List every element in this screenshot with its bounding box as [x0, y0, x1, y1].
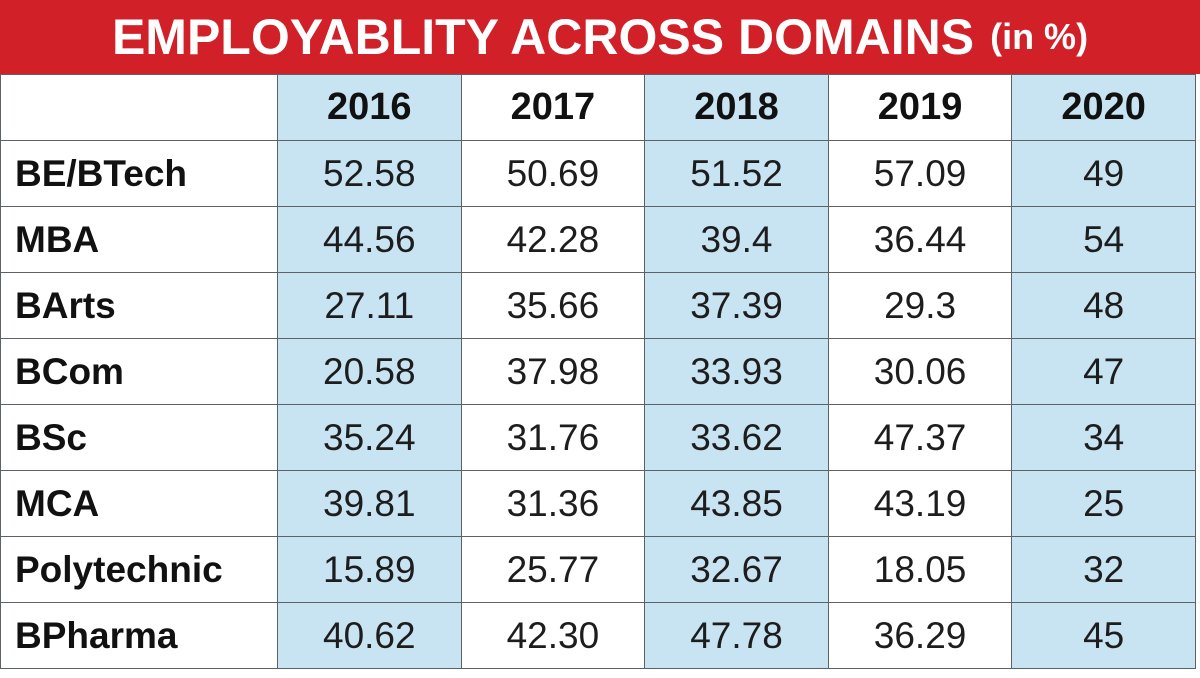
- employability-table: 2016 2017 2018 2019 2020 BE/BTech 52.58 …: [0, 74, 1196, 669]
- chart-title: EMPLOYABLITY ACROSS DOMAINS: [111, 9, 975, 65]
- data-cell: 43.19: [827, 470, 1013, 537]
- table-row: BArts 27.11 35.66 37.39 29.3 48: [0, 272, 1196, 339]
- row-label: Polytechnic: [0, 536, 278, 603]
- data-cell: 27.11: [277, 272, 462, 339]
- column-header-2020: 2020: [1011, 74, 1196, 141]
- table-container: 2016 2017 2018 2019 2020 BE/BTech 52.58 …: [0, 74, 1200, 678]
- row-label: MCA: [0, 470, 278, 537]
- data-cell: 20.58: [277, 338, 462, 405]
- data-cell: 57.09: [827, 140, 1013, 207]
- data-cell: 34: [1011, 404, 1196, 471]
- data-cell: 33.93: [644, 338, 829, 405]
- row-label: BE/BTech: [0, 140, 278, 207]
- data-cell: 25.77: [460, 536, 646, 603]
- data-cell: 32.67: [644, 536, 829, 603]
- data-cell: 25: [1011, 470, 1196, 537]
- data-cell: 39.4: [644, 206, 829, 273]
- data-cell: 45: [1011, 602, 1196, 669]
- data-cell: 51.52: [644, 140, 829, 207]
- data-cell: 47.78: [644, 602, 829, 669]
- column-header-2018: 2018: [644, 74, 829, 141]
- data-cell: 18.05: [827, 536, 1013, 603]
- table-row: MCA 39.81 31.36 43.85 43.19 25: [0, 470, 1196, 537]
- data-cell: 42.28: [460, 206, 646, 273]
- table-row: BPharma 40.62 42.30 47.78 36.29 45: [0, 602, 1196, 669]
- data-cell: 49: [1011, 140, 1196, 207]
- header-row: 2016 2017 2018 2019 2020: [0, 74, 1196, 141]
- title-banner: EMPLOYABLITY ACROSS DOMAINS (in %): [0, 0, 1200, 74]
- data-cell: 36.29: [827, 602, 1013, 669]
- data-cell: 48: [1011, 272, 1196, 339]
- table-row: BSc 35.24 31.76 33.62 47.37 34: [0, 404, 1196, 471]
- data-cell: 35.24: [277, 404, 462, 471]
- data-cell: 36.44: [827, 206, 1013, 273]
- table-row: BE/BTech 52.58 50.69 51.52 57.09 49: [0, 140, 1196, 207]
- data-cell: 37.98: [460, 338, 646, 405]
- row-label: BPharma: [0, 602, 278, 669]
- data-cell: 50.69: [460, 140, 646, 207]
- data-cell: 30.06: [827, 338, 1013, 405]
- chart-unit: (in %): [990, 16, 1089, 57]
- data-cell: 39.81: [277, 470, 462, 537]
- data-cell: 40.62: [277, 602, 462, 669]
- data-cell: 35.66: [460, 272, 646, 339]
- data-cell: 31.76: [460, 404, 646, 471]
- data-cell: 52.58: [277, 140, 462, 207]
- table-row: MBA 44.56 42.28 39.4 36.44 54: [0, 206, 1196, 273]
- data-cell: 44.56: [277, 206, 462, 273]
- column-header-2019: 2019: [827, 74, 1013, 141]
- data-cell: 47: [1011, 338, 1196, 405]
- table-row: Polytechnic 15.89 25.77 32.67 18.05 32: [0, 536, 1196, 603]
- column-header-2017: 2017: [460, 74, 646, 141]
- row-label: BArts: [0, 272, 278, 339]
- row-label: MBA: [0, 206, 278, 273]
- row-label: BCom: [0, 338, 278, 405]
- data-cell: 31.36: [460, 470, 646, 537]
- corner-cell: [0, 74, 278, 141]
- row-label: BSc: [0, 404, 278, 471]
- data-cell: 37.39: [644, 272, 829, 339]
- data-cell: 15.89: [277, 536, 462, 603]
- data-cell: 54: [1011, 206, 1196, 273]
- data-cell: 42.30: [460, 602, 646, 669]
- data-cell: 33.62: [644, 404, 829, 471]
- column-header-2016: 2016: [277, 74, 462, 141]
- table-row: BCom 20.58 37.98 33.93 30.06 47: [0, 338, 1196, 405]
- data-cell: 29.3: [827, 272, 1013, 339]
- data-cell: 32: [1011, 536, 1196, 603]
- data-cell: 47.37: [827, 404, 1013, 471]
- data-cell: 43.85: [644, 470, 829, 537]
